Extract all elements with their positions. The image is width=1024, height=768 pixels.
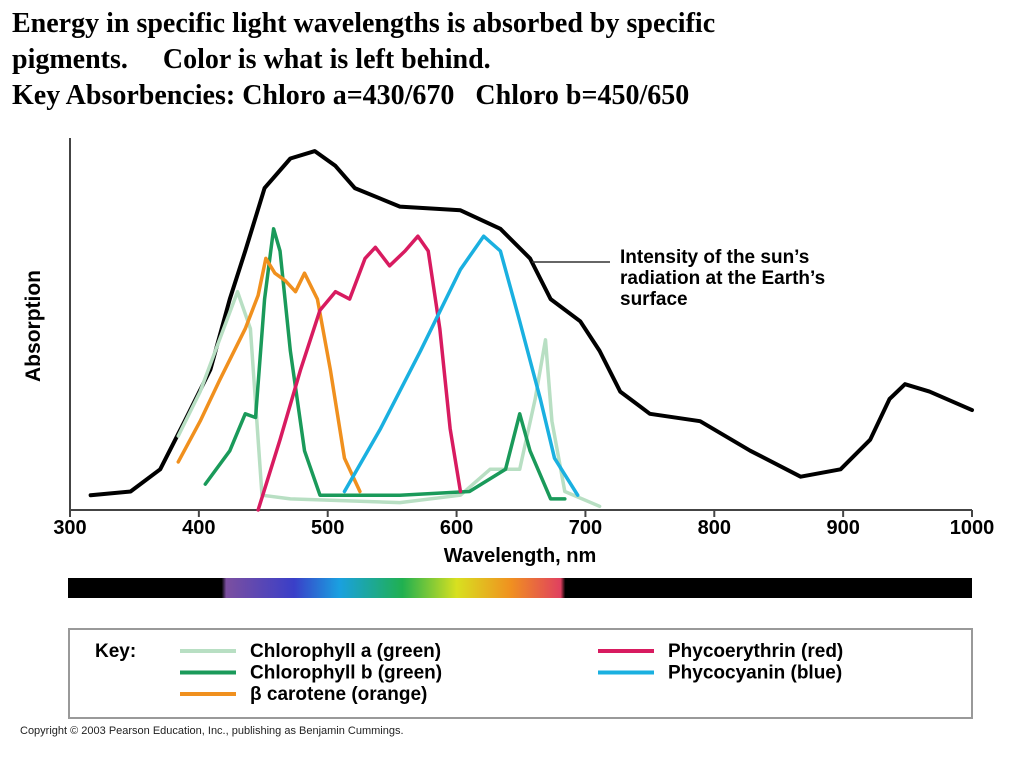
legend-label: Phycoerythrin (red): [668, 641, 843, 662]
x-tick-label: 700: [569, 517, 602, 539]
x-tick-label: 500: [311, 517, 344, 539]
annotation: Intensity of the sun’s: [620, 247, 809, 268]
copyright: Copyright © 2003 Pearson Education, Inc.…: [20, 725, 404, 737]
legend-label: β carotene (orange): [250, 684, 427, 705]
title-line: pigments. Color is what is left behind.: [12, 44, 491, 75]
sun-intensity-line: [88, 149, 974, 498]
absorption-line: [176, 289, 602, 509]
absorption-line: [176, 256, 362, 494]
spectrum-bar: [68, 578, 972, 598]
x-axis-label: Wavelength, nm: [444, 545, 597, 567]
x-tick-label: 400: [182, 517, 215, 539]
x-tick-label: 1000: [950, 517, 995, 539]
annotation: radiation at the Earth’s: [620, 268, 825, 289]
x-tick-label: 600: [440, 517, 473, 539]
legend-label: Chlorophyll a (green): [250, 641, 441, 662]
x-tick-label: 800: [698, 517, 731, 539]
title-line: Key Absorbencies: Chloro a=430/670 Chlor…: [12, 80, 689, 111]
legend-label: Chlorophyll b (green): [250, 663, 442, 684]
title-line: Energy in specific light wavelengths is …: [12, 8, 715, 39]
absorption-line: [203, 227, 567, 501]
x-tick-label: 300: [53, 517, 86, 539]
legend-box: [68, 628, 973, 719]
annotation: surface: [620, 289, 688, 310]
absorption-line: [256, 234, 463, 512]
legend-title: Key:: [95, 641, 136, 662]
legend-label: Phycocyanin (blue): [668, 663, 842, 684]
x-tick-label: 900: [826, 517, 859, 539]
absorption-line: [342, 234, 580, 497]
y-axis-label: Absorption: [22, 270, 45, 382]
